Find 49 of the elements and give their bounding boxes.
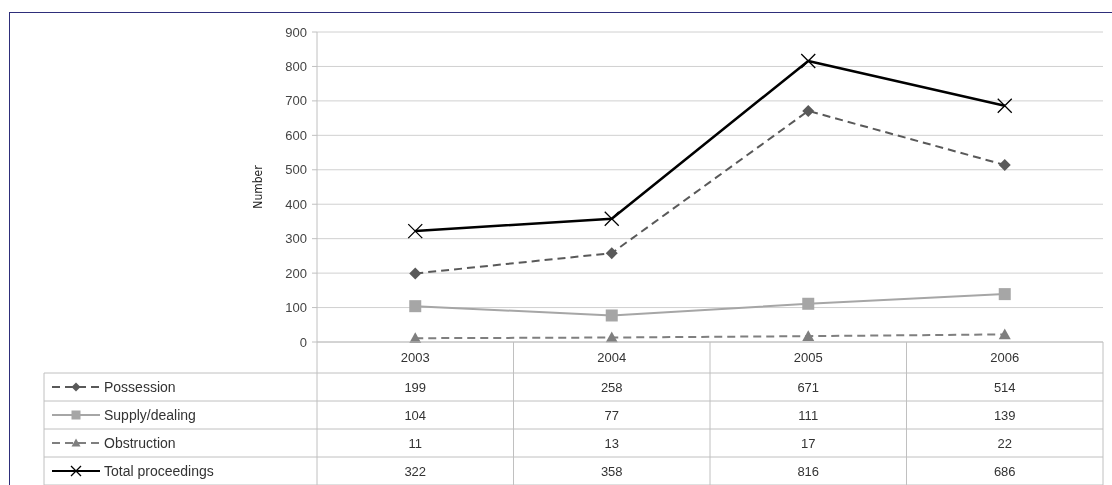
y-tick-label: 700 — [285, 93, 307, 109]
x-tick-label: 2006 — [990, 350, 1020, 366]
y-tick-label: 300 — [285, 231, 307, 247]
legend-label: Total proceedings — [104, 462, 214, 479]
point — [409, 267, 422, 280]
data-label: 13 — [604, 435, 619, 451]
y-tick-label: 600 — [285, 127, 307, 143]
data-label: 77 — [604, 407, 619, 423]
data-label: 671 — [797, 379, 820, 395]
x-tick-label: 2003 — [400, 350, 430, 366]
point — [409, 300, 422, 313]
point — [802, 330, 815, 341]
data-label: 139 — [993, 407, 1016, 423]
y-tick-label: 200 — [285, 265, 307, 281]
y-tick-label: 100 — [285, 300, 307, 316]
point — [605, 309, 618, 322]
point — [998, 328, 1011, 340]
x-tick-label: 2004 — [597, 350, 627, 366]
data-label: 104 — [404, 407, 427, 423]
y-tick-label: 400 — [285, 196, 307, 212]
data-label: 22 — [997, 435, 1012, 451]
data-label: 111 — [798, 407, 819, 423]
y-tick-label: 500 — [285, 162, 307, 178]
point — [998, 288, 1011, 301]
legend-label: Possession — [104, 378, 176, 395]
point — [802, 297, 815, 310]
data-label: 686 — [993, 463, 1016, 479]
point — [800, 53, 816, 69]
data-label: 199 — [404, 379, 427, 395]
y-tick-label: 900 — [285, 24, 307, 40]
data-label: 17 — [801, 435, 816, 451]
point — [407, 223, 423, 239]
point — [605, 247, 618, 260]
data-label: 258 — [600, 379, 623, 395]
legend-label: Obstruction — [104, 434, 176, 451]
y-tick-label: 800 — [285, 58, 307, 74]
data-label: 11 — [408, 435, 422, 451]
data-label: 322 — [404, 463, 427, 479]
y-axis-title: Number — [251, 164, 265, 209]
data-label: 514 — [993, 379, 1016, 395]
x-tick-label: 2005 — [793, 350, 823, 366]
data-label: 358 — [600, 463, 623, 479]
data-label: 816 — [797, 463, 820, 479]
point — [997, 98, 1013, 114]
y-tick-label: 0 — [299, 334, 307, 350]
point — [998, 158, 1011, 171]
point — [604, 211, 620, 227]
point — [802, 104, 815, 117]
legend-label: Supply/dealing — [104, 406, 196, 423]
